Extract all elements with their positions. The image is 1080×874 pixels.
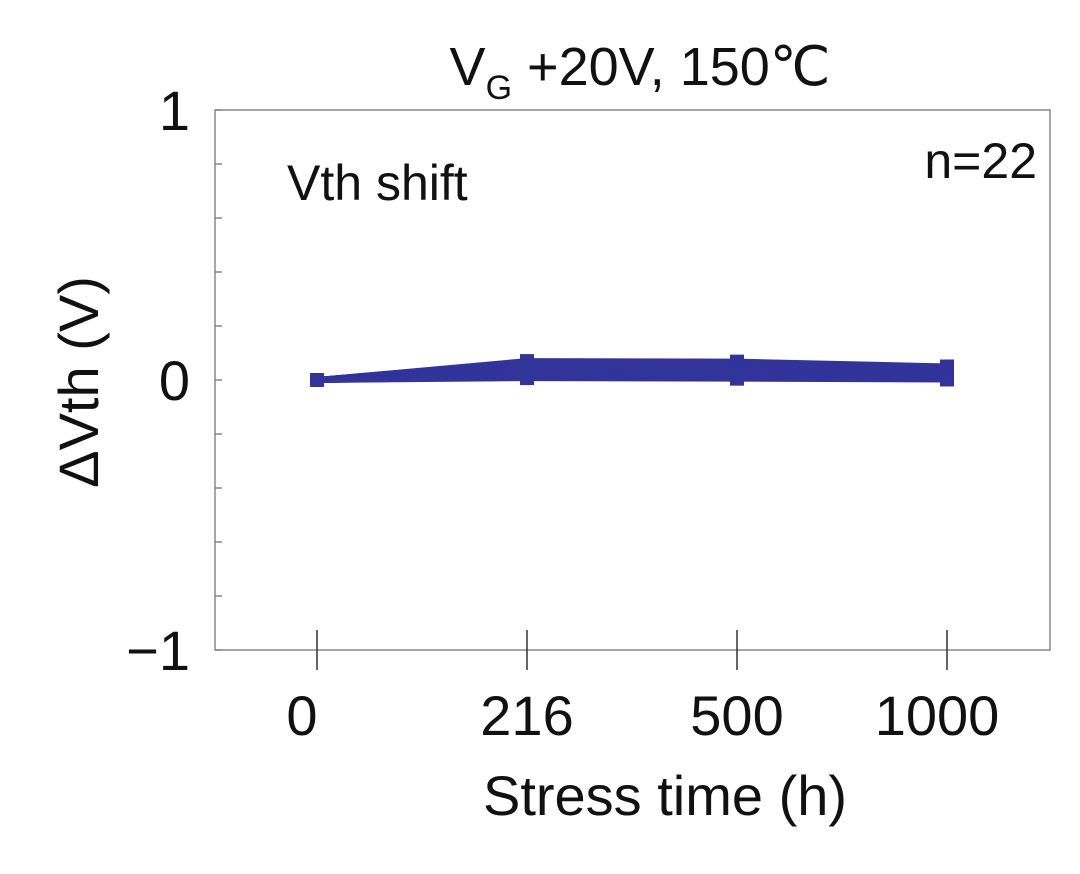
x-tick-label: 216 [480, 684, 573, 747]
x-tick-label: 1000 [875, 684, 1000, 747]
data-point [520, 371, 534, 386]
series-line-22 [316, 375, 948, 383]
y-axis-title: ΔVth (V) [47, 276, 110, 488]
count-label: n=22 [924, 133, 1037, 189]
chart-title: VG +20V, 150℃ [450, 37, 831, 107]
x-axis-title: Stress time (h) [483, 764, 847, 827]
data-point [730, 371, 744, 386]
data-point [310, 373, 324, 387]
data-point [940, 372, 954, 387]
x-tick-label: 0 [286, 684, 317, 747]
annotation-vth-shift: Vth shift [287, 155, 468, 211]
y-tick-label: 0 [159, 349, 190, 412]
x-tick-label: 500 [690, 684, 783, 747]
y-tick-label: 1 [159, 79, 190, 142]
y-tick-label: −1 [126, 619, 190, 682]
